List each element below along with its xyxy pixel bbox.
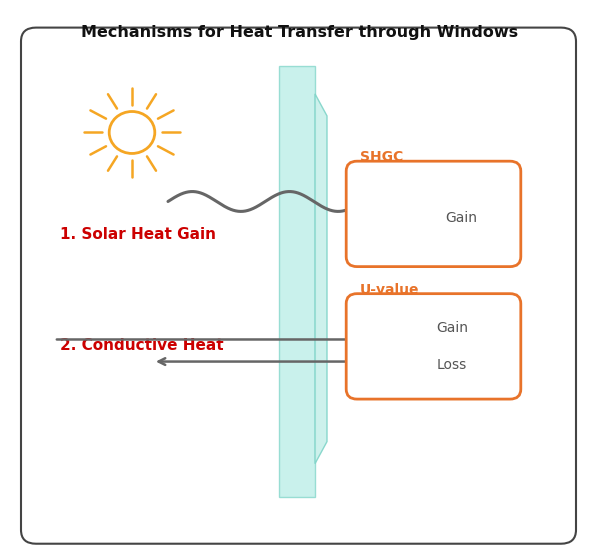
Text: U-value: U-value bbox=[360, 283, 419, 297]
Text: Loss: Loss bbox=[437, 358, 467, 372]
Polygon shape bbox=[279, 66, 315, 497]
Text: 1. Solar Heat Gain: 1. Solar Heat Gain bbox=[60, 227, 216, 242]
Text: 2. Conductive Heat: 2. Conductive Heat bbox=[60, 337, 224, 353]
FancyBboxPatch shape bbox=[21, 28, 576, 544]
FancyBboxPatch shape bbox=[346, 294, 521, 399]
Text: Gain: Gain bbox=[437, 321, 469, 335]
Text: SHGC: SHGC bbox=[360, 151, 403, 164]
Text: Mechanisms for Heat Transfer through Windows: Mechanisms for Heat Transfer through Win… bbox=[82, 25, 518, 40]
FancyBboxPatch shape bbox=[346, 161, 521, 267]
Polygon shape bbox=[315, 94, 327, 464]
Text: Gain: Gain bbox=[446, 211, 478, 225]
